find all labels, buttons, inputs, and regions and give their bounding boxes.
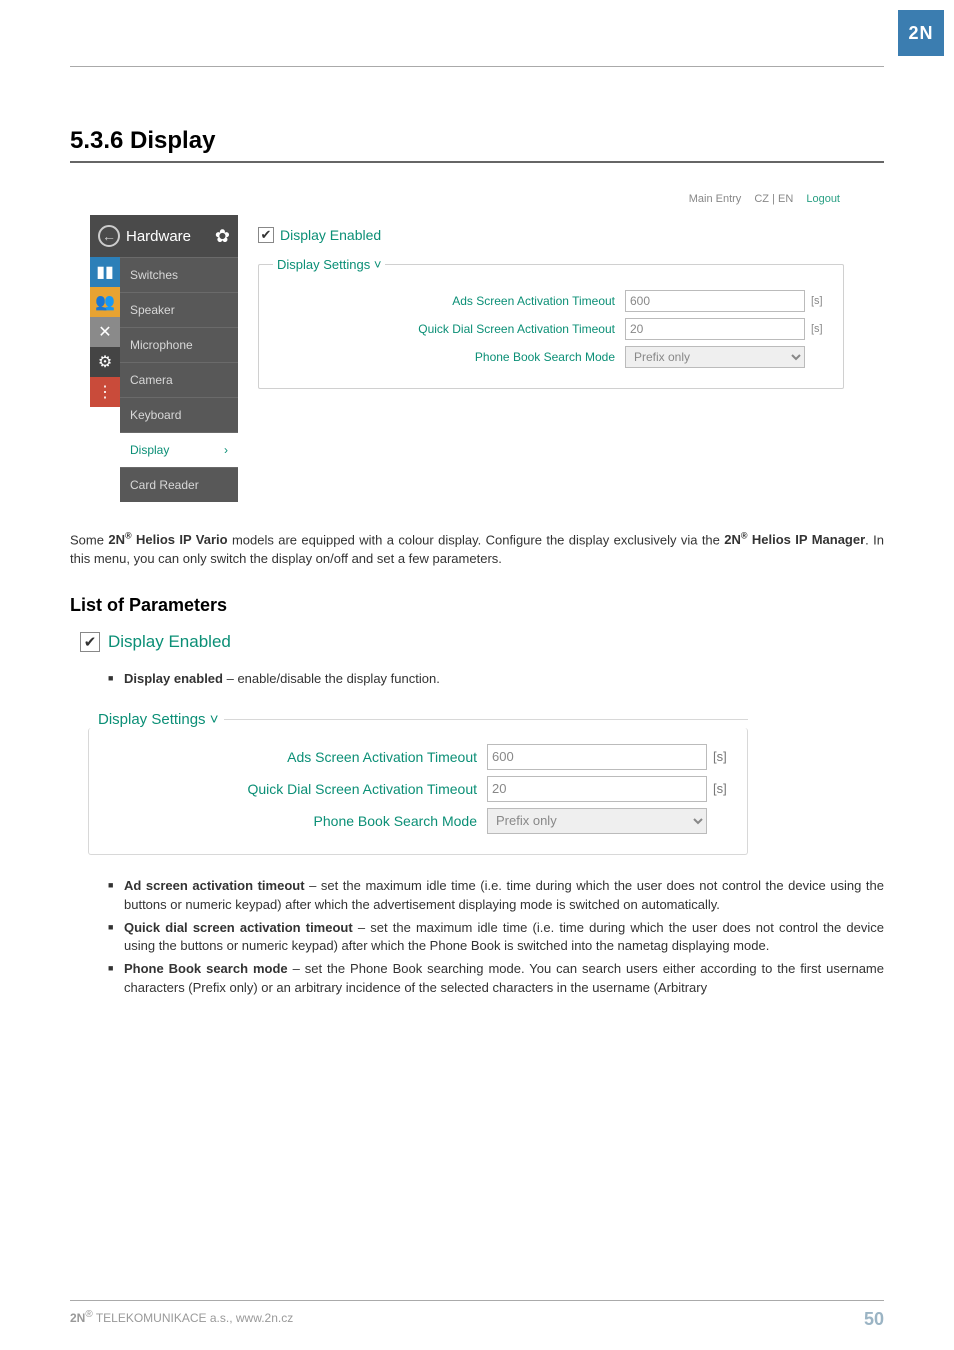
ui-screenshot: Main Entry CZ | EN Logout ← Hardware ✿ ▮… (90, 189, 850, 502)
sidebar-item-label: Display (130, 443, 169, 457)
sidebar-item-card-reader[interactable]: Card Reader (120, 467, 238, 502)
top-rule (70, 66, 884, 67)
list-of-parameters-heading: List of Parameters (70, 595, 884, 616)
sidebar-item-keyboard[interactable]: Keyboard (120, 397, 238, 432)
bullet-search-mode: Phone Book search mode – set the Phone B… (108, 960, 884, 998)
checkbox-illustration: ✔ (80, 632, 100, 652)
input-ads-timeout[interactable] (625, 290, 805, 312)
row2-search-mode: Phone Book Search Mode Prefix only (105, 808, 731, 834)
select2-search-mode[interactable]: Prefix only (487, 808, 707, 834)
intro-paragraph: Some 2N® Helios IP Vario models are equi… (70, 530, 884, 569)
settings2-fieldset: Ads Screen Activation Timeout [s] Quick … (88, 728, 748, 855)
sidebar-header: ← Hardware ✿ (90, 215, 238, 257)
back-icon[interactable]: ← (98, 225, 120, 247)
sidebar-item-camera[interactable]: Camera (120, 362, 238, 397)
nav-icon-status[interactable]: ▮▮ (90, 257, 120, 287)
sidebar-item-display[interactable]: Display › (120, 432, 238, 467)
bullet-ad-timeout: Ad screen activation timeout – set the m… (108, 877, 884, 915)
sidebar-item-switches[interactable]: Switches (120, 257, 238, 292)
label-ads-timeout: Ads Screen Activation Timeout (273, 294, 625, 308)
settings2-legend: Display Settings ˅ (88, 711, 224, 728)
nav-icon-directory[interactable]: 👥 (90, 287, 120, 317)
label2-search-mode: Phone Book Search Mode (105, 813, 487, 829)
bullet-quickdial-timeout: Quick dial screen activation timeout – s… (108, 919, 884, 957)
brand-logo: 2N (898, 10, 944, 56)
ui-content: ✔ Display Enabled Display Settings ˅ Ads… (238, 215, 850, 502)
input-quickdial-timeout[interactable] (625, 318, 805, 340)
top-links: Main Entry CZ | EN Logout (90, 189, 850, 215)
bullet-display-enabled: Display enabled – enable/disable the dis… (108, 670, 884, 689)
nav-icon-hardware[interactable]: ⚙ (90, 347, 120, 377)
page-number: 50 (864, 1309, 884, 1330)
label-quickdial-timeout: Quick Dial Screen Activation Timeout (273, 322, 625, 336)
unit-ads-timeout: [s] (805, 295, 829, 307)
sidebar-item-microphone[interactable]: Microphone (120, 327, 238, 362)
display-settings-fieldset: Display Settings ˅ Ads Screen Activation… (258, 257, 844, 389)
nav-icon-services[interactable]: ✕ (90, 317, 120, 347)
unit2-ads-timeout: [s] (707, 749, 731, 764)
link-main-entry[interactable]: Main Entry (689, 193, 742, 205)
nav-icon-system[interactable]: ⋮⋮⋮ (90, 377, 120, 407)
unit-quickdial-timeout: [s] (805, 323, 829, 335)
link-lang[interactable]: CZ | EN (754, 193, 793, 205)
label2-ads-timeout: Ads Screen Activation Timeout (105, 749, 487, 765)
section-title: 5.3.6 Display (70, 127, 884, 155)
input2-ads-timeout[interactable] (487, 744, 707, 770)
input2-quickdial-timeout[interactable] (487, 776, 707, 802)
label2-quickdial-timeout: Quick Dial Screen Activation Timeout (105, 781, 487, 797)
unit2-quickdial-timeout: [s] (707, 781, 731, 796)
bullet-list-1: Display enabled – enable/disable the dis… (108, 670, 884, 689)
sidebar-item-speaker[interactable]: Speaker (120, 292, 238, 327)
select-search-mode[interactable]: Prefix only (625, 346, 805, 368)
display-enabled-checkbox[interactable]: ✔ (258, 227, 274, 243)
label-search-mode: Phone Book Search Mode (273, 350, 625, 364)
display-enabled-label: Display Enabled (280, 227, 381, 243)
sidebar-list: Switches Speaker Microphone Camera Keybo… (120, 257, 238, 502)
page-footer: 2N® TELEKOMUNIKACE a.s., www.2n.cz 50 (70, 1300, 884, 1330)
title-rule (70, 161, 884, 163)
sidebar-title: Hardware (126, 228, 191, 245)
row-quickdial-timeout: Quick Dial Screen Activation Timeout [s] (273, 318, 829, 340)
link-logout[interactable]: Logout (806, 193, 840, 205)
checkbox-label-illustration: Display Enabled (108, 632, 231, 652)
display-enabled-row: ✔ Display Enabled (258, 227, 844, 243)
display-settings-legend[interactable]: Display Settings ˅ (273, 257, 385, 272)
row-search-mode: Phone Book Search Mode Prefix only (273, 346, 829, 368)
row2-ads-timeout: Ads Screen Activation Timeout [s] (105, 744, 731, 770)
icon-strip: ▮▮ 👥 ✕ ⚙ ⋮⋮⋮ (90, 257, 120, 502)
row-ads-timeout: Ads Screen Activation Timeout [s] (273, 290, 829, 312)
gear-icon: ✿ (215, 226, 230, 247)
sidebar: ← Hardware ✿ ▮▮ 👥 ✕ ⚙ ⋮⋮⋮ Switches Speak… (90, 215, 238, 502)
display-enabled-illustration: ✔ Display Enabled (80, 632, 884, 652)
bullet-list-2: Ad screen activation timeout – set the m… (108, 877, 884, 998)
row2-quickdial-timeout: Quick Dial Screen Activation Timeout [s] (105, 776, 731, 802)
display-settings-illustration: Display Settings ˅ Ads Screen Activation… (88, 711, 748, 855)
chevron-right-icon: › (224, 443, 228, 457)
footer-left: 2N® TELEKOMUNIKACE a.s., www.2n.cz (70, 1309, 293, 1330)
